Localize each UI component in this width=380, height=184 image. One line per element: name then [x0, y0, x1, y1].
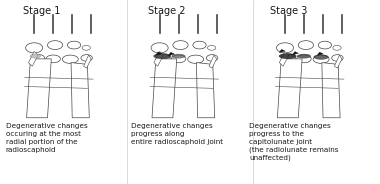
Ellipse shape — [206, 55, 218, 61]
Ellipse shape — [81, 55, 92, 61]
Polygon shape — [277, 59, 302, 118]
Ellipse shape — [314, 55, 328, 59]
Ellipse shape — [157, 54, 170, 61]
Text: Stage 3: Stage 3 — [270, 6, 307, 15]
Polygon shape — [168, 52, 174, 56]
Bar — [4, 3, 122, 121]
Ellipse shape — [188, 55, 204, 63]
Ellipse shape — [172, 54, 185, 58]
Ellipse shape — [46, 55, 60, 63]
Polygon shape — [209, 55, 217, 68]
Text: Degenerative changes
occuring at the most
radial portion of the
radioscaphoid: Degenerative changes occuring at the mos… — [6, 123, 87, 153]
Ellipse shape — [193, 41, 206, 49]
Ellipse shape — [173, 41, 188, 49]
Polygon shape — [334, 55, 342, 68]
Ellipse shape — [332, 55, 343, 61]
Bar — [129, 3, 247, 121]
Ellipse shape — [276, 43, 293, 53]
Polygon shape — [152, 59, 177, 118]
Ellipse shape — [333, 45, 341, 50]
Polygon shape — [293, 52, 298, 55]
Ellipse shape — [318, 41, 331, 49]
Text: Degenerative changes
progress along
entire radioscaphoid joint: Degenerative changes progress along enti… — [131, 123, 223, 145]
Polygon shape — [279, 49, 285, 52]
Ellipse shape — [68, 41, 81, 49]
Ellipse shape — [282, 54, 296, 61]
Ellipse shape — [62, 55, 78, 63]
Ellipse shape — [279, 54, 296, 59]
Ellipse shape — [154, 54, 171, 59]
Ellipse shape — [313, 55, 329, 63]
Polygon shape — [28, 52, 38, 66]
Ellipse shape — [30, 54, 41, 58]
Ellipse shape — [207, 45, 216, 50]
Ellipse shape — [297, 55, 311, 63]
Polygon shape — [279, 52, 289, 66]
Polygon shape — [317, 52, 323, 55]
Text: Degenerative changes
progress to the
capitolunate joint
(the radiolunate remains: Degenerative changes progress to the cap… — [249, 123, 339, 161]
Polygon shape — [27, 59, 51, 118]
Ellipse shape — [151, 43, 168, 53]
Ellipse shape — [171, 55, 186, 63]
Polygon shape — [84, 55, 91, 68]
Ellipse shape — [298, 54, 310, 58]
Polygon shape — [71, 63, 89, 118]
Polygon shape — [154, 52, 163, 66]
Ellipse shape — [82, 45, 90, 50]
Bar — [255, 3, 372, 121]
Ellipse shape — [48, 41, 63, 49]
Polygon shape — [196, 63, 215, 118]
Ellipse shape — [31, 54, 45, 61]
Ellipse shape — [26, 43, 43, 53]
Polygon shape — [322, 63, 340, 118]
Ellipse shape — [298, 41, 314, 49]
Polygon shape — [156, 52, 162, 55]
Text: Stage 1: Stage 1 — [23, 6, 60, 15]
Text: Stage 2: Stage 2 — [148, 6, 186, 15]
